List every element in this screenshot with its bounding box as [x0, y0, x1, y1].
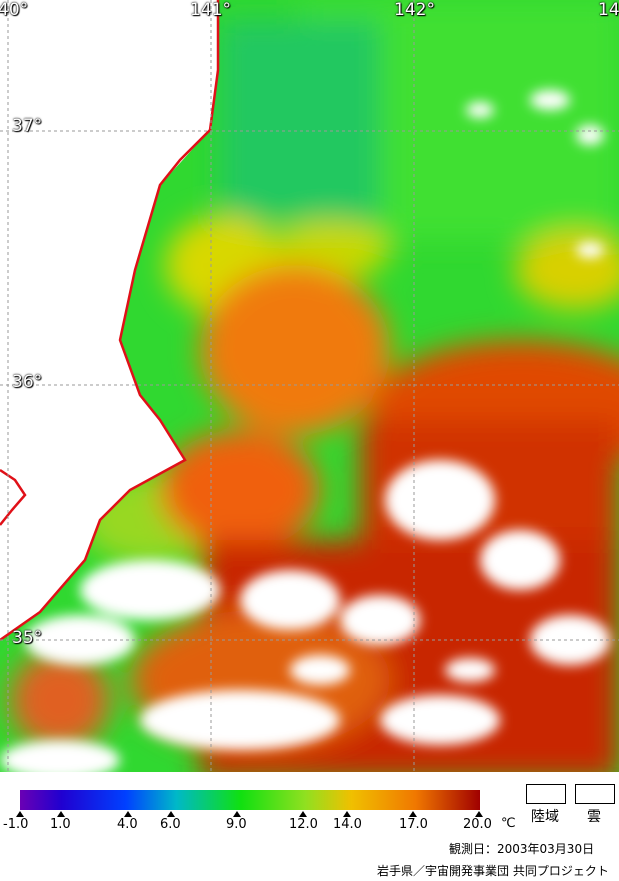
legend-tick [124, 811, 132, 817]
legend-tick [167, 811, 175, 817]
longitude-label-140: 40° [0, 0, 29, 20]
cloud-key-label: 雲 [587, 809, 601, 825]
latitude-label-37: 37° [12, 116, 43, 136]
land-key-label: 陸域 [531, 809, 559, 825]
legend-label: 17.0 [399, 817, 428, 832]
legend-tick [233, 811, 241, 817]
longitude-label-141: 141° [190, 0, 231, 20]
legend-label: 9.0 [226, 817, 247, 832]
legend-label: 12.0 [289, 817, 318, 832]
longitude-label-143: 14 [598, 0, 619, 20]
legend-tick [409, 811, 417, 817]
legend-tick [16, 811, 24, 817]
cloud-key-swatch [575, 784, 615, 804]
temperature-color-bar [20, 790, 480, 810]
legend-tick [475, 811, 483, 817]
observation-date: 観測日：2003年03月30日 [449, 842, 595, 856]
legend-tick [299, 811, 307, 817]
cloud-cover [0, 90, 610, 772]
legend-label: 20.0 [463, 817, 492, 832]
island-coastline [0, 468, 27, 526]
coordinate-grid [0, 0, 619, 772]
legend-label: 6.0 [160, 817, 181, 832]
legend-label: 1.0 [50, 817, 71, 832]
credit-line: 岩手県／宇宙開発事業団 共同プロジェクト [377, 864, 609, 878]
legend-label: -1.0 [3, 817, 29, 832]
legend-unit: ℃ [501, 816, 516, 831]
legend-label: 4.0 [117, 817, 138, 832]
sea-surface-temperature-map [0, 0, 619, 772]
latitude-label-36: 36° [12, 372, 43, 392]
land-key-swatch [526, 784, 566, 804]
legend-tick [343, 811, 351, 817]
longitude-label-142: 142° [394, 0, 435, 20]
coastline [0, 0, 220, 642]
legend-label: 14.0 [333, 817, 362, 832]
latitude-label-35: 35° [12, 628, 43, 648]
legend-tick [57, 811, 65, 817]
